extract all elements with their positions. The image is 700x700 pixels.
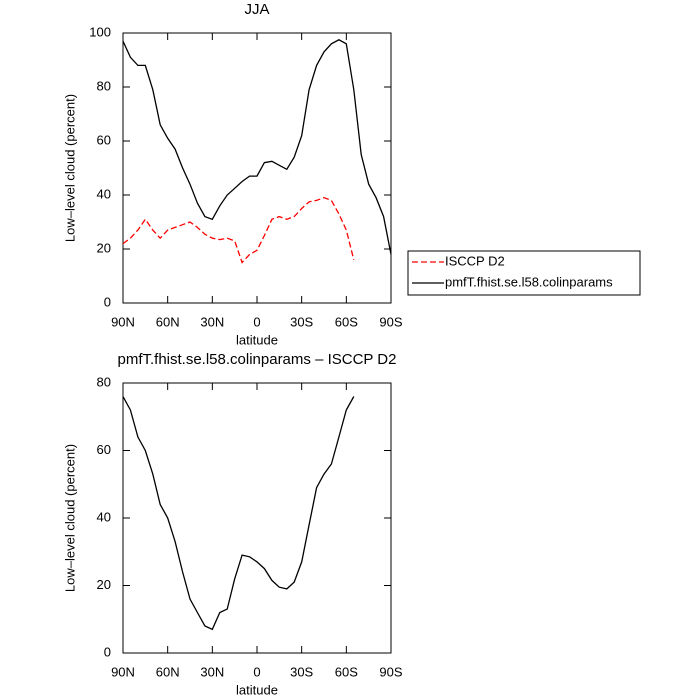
y-tick-label: 0: [104, 294, 111, 309]
x-tick-label: 30N: [200, 664, 224, 679]
series-line: [122, 39, 392, 255]
x-tick-label: 60N: [156, 664, 180, 679]
x-tick-label: 90S: [379, 664, 402, 679]
y-tick-label: 60: [97, 442, 111, 457]
chart-title: pmfT.fhist.se.l58.colinparams – ISCCP D2: [117, 351, 396, 368]
y-tick-label: 60: [97, 132, 111, 147]
x-tick-label: 60N: [156, 314, 180, 329]
series-line: [122, 197, 355, 264]
x-tick-label: 0: [253, 664, 260, 679]
x-tick-label: 90N: [111, 664, 135, 679]
x-tick-label: 60S: [335, 314, 358, 329]
y-tick-label: 80: [97, 374, 111, 389]
x-tick-label: 0: [253, 314, 260, 329]
x-tick-label: 90S: [379, 314, 402, 329]
legend-label: ISCCP D2: [445, 253, 505, 268]
x-axis-label: latitude: [236, 682, 278, 697]
x-axis-label: latitude: [236, 332, 278, 347]
y-axis-label: Low–level cloud (percent): [62, 444, 77, 592]
y-axis-label: Low–level cloud (percent): [62, 94, 77, 242]
y-tick-label: 0: [104, 644, 111, 659]
x-tick-label: 30N: [200, 314, 224, 329]
x-tick-label: 60S: [335, 664, 358, 679]
y-tick-label: 80: [97, 78, 111, 93]
x-tick-label: 90N: [111, 314, 135, 329]
plot-frame: [122, 382, 392, 654]
x-tick-label: 30S: [290, 314, 313, 329]
y-tick-label: 40: [97, 186, 111, 201]
chart-title: JJA: [244, 1, 269, 18]
y-tick-label: 20: [97, 577, 111, 592]
y-tick-label: 40: [97, 509, 111, 524]
legend-label: pmfT.fhist.se.l58.colinparams: [445, 274, 613, 289]
y-tick-label: 100: [89, 24, 111, 39]
legend-box: [407, 250, 641, 296]
x-tick-label: 30S: [290, 664, 313, 679]
y-tick-label: 20: [97, 240, 111, 255]
series-line: [122, 396, 355, 631]
